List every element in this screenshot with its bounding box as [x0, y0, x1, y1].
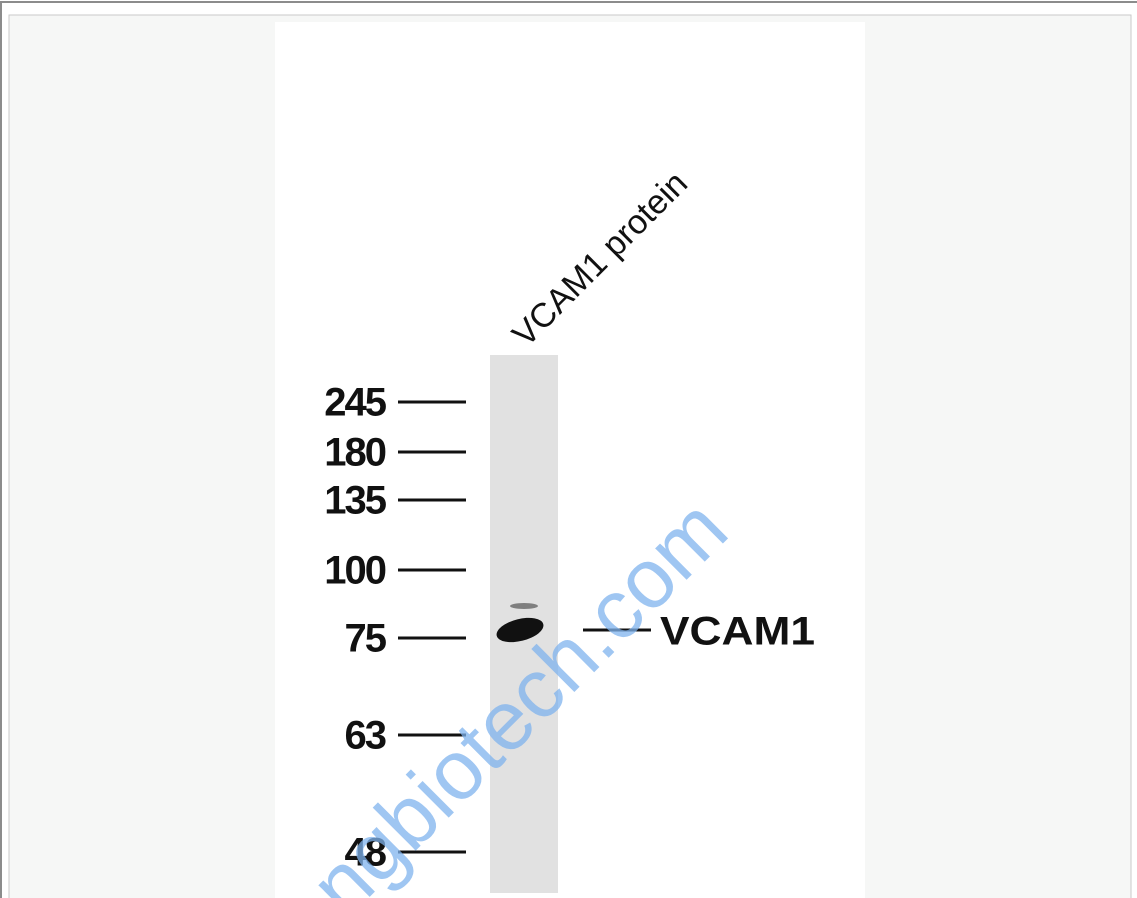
marker-label: 63 — [345, 714, 386, 758]
marker-label: 245 — [324, 381, 386, 425]
marker-label: 75 — [345, 617, 387, 661]
marker-label: 135 — [324, 479, 386, 523]
screenshot: VCAM1 protein 245180135100756348 VCAM1 n… — [0, 0, 1137, 898]
marker-label: 100 — [324, 549, 385, 593]
band-label: VCAM1 — [660, 610, 815, 654]
band-faint — [510, 603, 538, 609]
marker-label: 180 — [324, 431, 385, 475]
